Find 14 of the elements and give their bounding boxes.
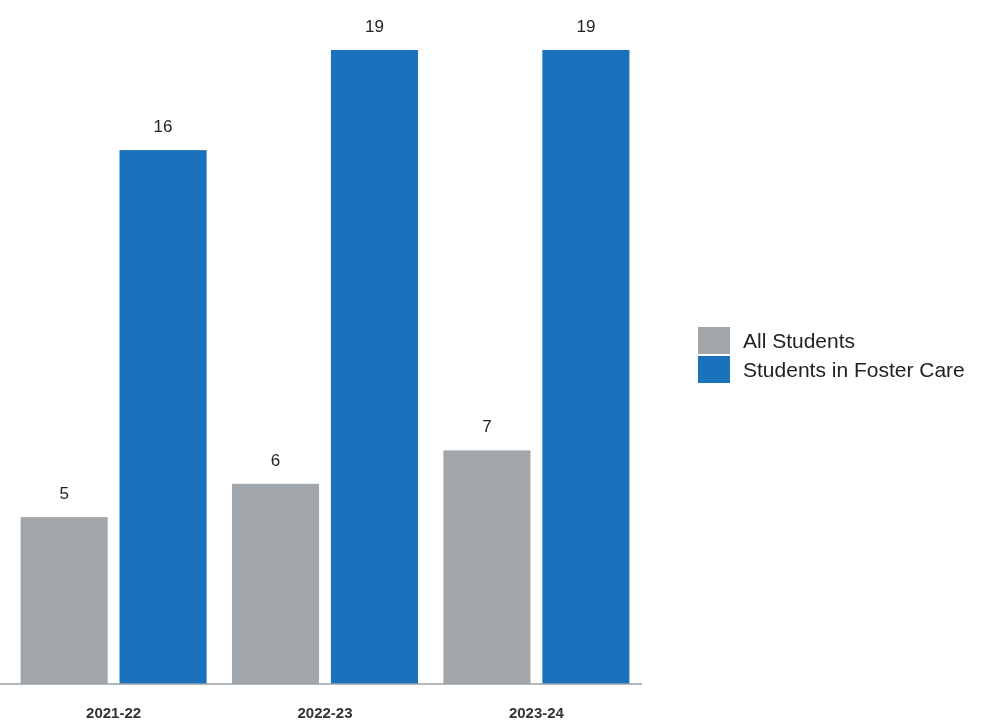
- data-label: 5: [59, 484, 69, 504]
- data-label: 19: [576, 17, 596, 36]
- data-label: 7: [482, 417, 492, 437]
- legend-label: All Students: [743, 329, 856, 352]
- bar: [119, 150, 207, 684]
- data-label: 6: [270, 450, 281, 470]
- x-tick-label: 2023-24: [508, 704, 565, 721]
- bar: [330, 50, 419, 684]
- data-label: 16: [153, 117, 173, 137]
- x-tick-label: 2022-23: [297, 704, 353, 721]
- data-label: 19: [365, 17, 384, 36]
- x-tick-label: 2021-22: [86, 704, 142, 721]
- bar: [542, 50, 630, 684]
- legend-label: Students in Foster Care: [743, 358, 965, 381]
